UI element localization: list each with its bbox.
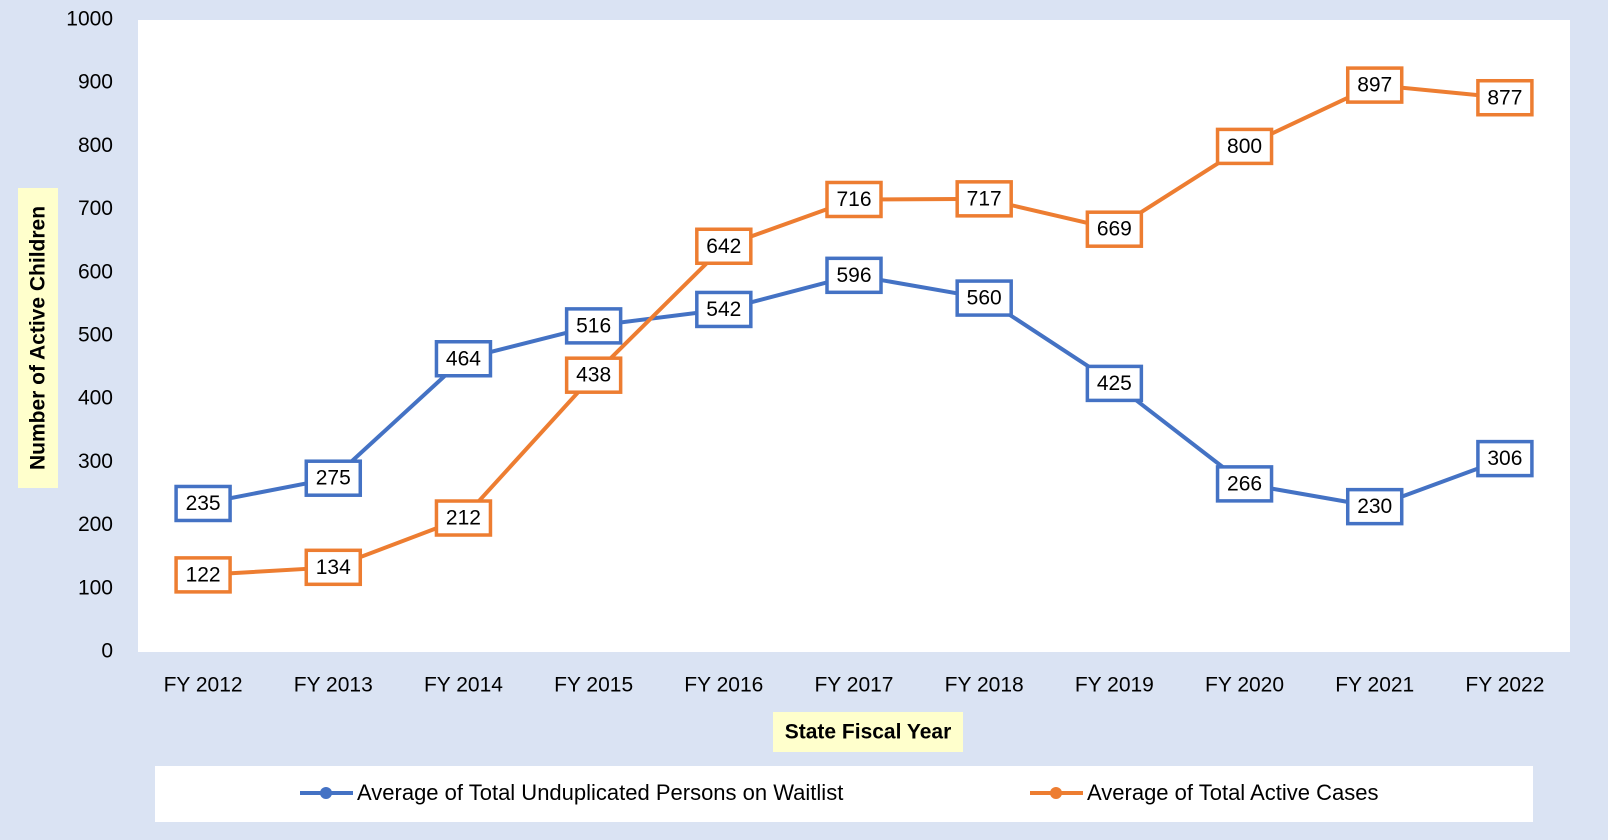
data-label-box	[304, 548, 363, 587]
data-label-box	[564, 356, 623, 394]
data-label-box	[434, 340, 493, 378]
data-label: 516	[576, 314, 611, 337]
data-label-box	[174, 484, 232, 523]
data-label: 669	[1097, 218, 1132, 241]
plot-area	[138, 20, 1570, 652]
data-label-box	[955, 180, 1013, 218]
data-label-box	[174, 556, 232, 594]
data-label: 560	[967, 287, 1002, 310]
data-label-box	[564, 307, 623, 345]
data-label-box	[695, 290, 753, 329]
data-label: 877	[1487, 86, 1522, 109]
data-label: 464	[446, 347, 481, 370]
data-label: 306	[1487, 447, 1522, 470]
data-label: 230	[1357, 495, 1392, 518]
data-label-box	[1085, 364, 1144, 403]
x-tick-label: FY 2014	[424, 674, 503, 697]
data-label: 235	[186, 492, 221, 515]
data-label-box	[1476, 439, 1534, 478]
data-label: 642	[706, 235, 741, 258]
data-label: 716	[836, 188, 871, 211]
data-label: 438	[576, 364, 611, 387]
legend-marker	[320, 787, 332, 799]
y-tick-label: 0	[101, 640, 113, 663]
y-tick-label: 100	[78, 576, 113, 599]
y-tick-label: 400	[78, 387, 113, 410]
y-tick-label: 300	[78, 450, 113, 473]
data-label: 122	[186, 563, 221, 586]
data-label-box	[1215, 127, 1274, 166]
data-label: 425	[1097, 372, 1132, 395]
y-tick-label: 600	[78, 260, 113, 283]
x-tick-label: FY 2015	[554, 674, 633, 697]
data-label: 596	[836, 264, 871, 287]
x-tick-label: FY 2012	[164, 674, 243, 697]
data-label-box	[1345, 487, 1404, 526]
data-label-box	[1085, 210, 1144, 248]
data-label-box	[955, 279, 1013, 317]
x-tick-label: FY 2013	[294, 674, 373, 697]
data-label-box	[434, 499, 493, 537]
x-tick-label: FY 2019	[1075, 674, 1154, 697]
x-axis-label: State Fiscal Year	[785, 721, 952, 744]
x-tick-label: FY 2020	[1205, 674, 1284, 697]
legend-label: Average of Total Unduplicated Persons on…	[357, 780, 843, 805]
legend	[155, 766, 1533, 822]
data-label: 212	[446, 507, 481, 530]
y-tick-label: 800	[78, 134, 113, 157]
data-label-box	[695, 227, 753, 266]
data-label-box	[1215, 465, 1274, 503]
data-label-box	[1476, 78, 1534, 117]
legend-label: Average of Total Active Cases	[1087, 780, 1378, 805]
data-label-box	[304, 459, 363, 497]
data-label: 266	[1227, 472, 1262, 495]
data-label-box	[1345, 66, 1404, 104]
data-label: 717	[967, 187, 1002, 210]
y-label-background	[18, 188, 58, 488]
x-tick-label: FY 2018	[945, 674, 1024, 697]
data-label: 800	[1227, 135, 1262, 158]
y-tick-label: 900	[78, 71, 113, 94]
y-axis-label: Number of Active Children	[27, 206, 50, 470]
x-tick-label: FY 2022	[1465, 674, 1544, 697]
data-label: 897	[1357, 74, 1392, 97]
data-label: 275	[316, 467, 351, 490]
y-tick-label: 500	[78, 324, 113, 347]
x-tick-label: FY 2017	[814, 674, 893, 697]
legend-marker	[1050, 787, 1062, 799]
x-tick-label: FY 2016	[684, 674, 763, 697]
data-label-box	[825, 180, 883, 219]
data-label-box	[825, 256, 883, 295]
y-tick-label: 200	[78, 513, 113, 536]
y-tick-label: 1000	[66, 8, 113, 31]
y-tick-label: 700	[78, 197, 113, 220]
x-label-background	[773, 712, 963, 752]
data-label: 134	[316, 556, 351, 579]
x-tick-label: FY 2021	[1335, 674, 1414, 697]
data-label: 542	[706, 298, 741, 321]
